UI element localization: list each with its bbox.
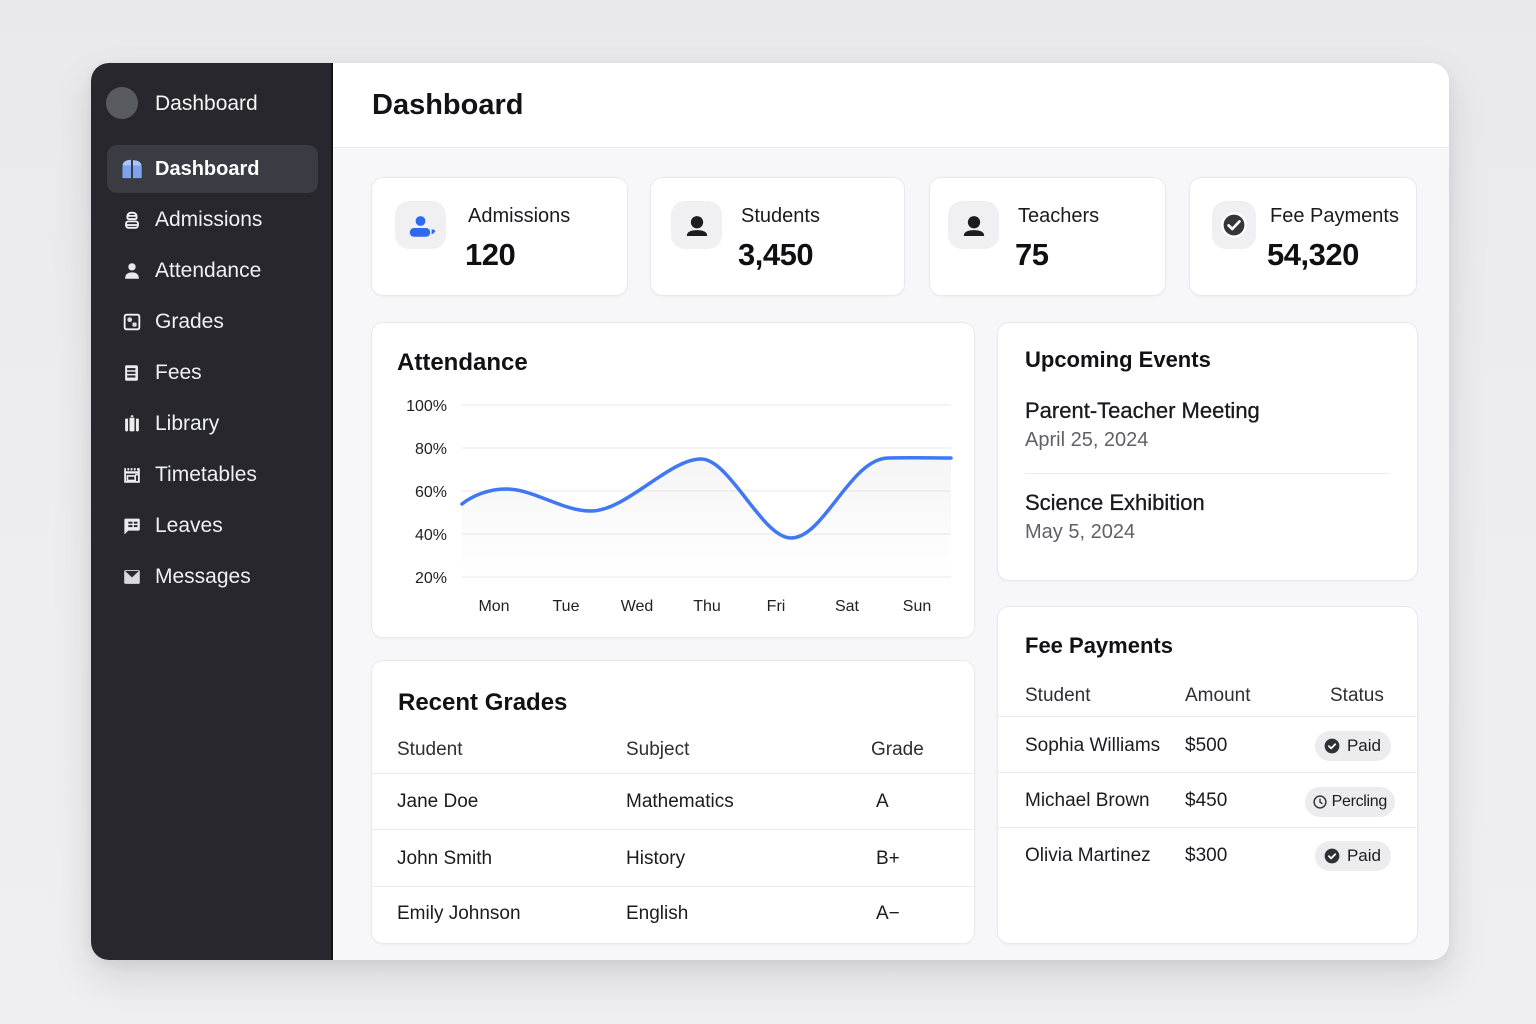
svg-text:60%: 60% [415, 484, 447, 501]
svg-text:Mon: Mon [478, 598, 509, 615]
svg-text:Fri: Fri [767, 598, 786, 615]
svg-text:Sun: Sun [903, 598, 931, 615]
svg-text:Thu: Thu [693, 598, 721, 615]
svg-text:100%: 100% [406, 398, 447, 415]
svg-text:80%: 80% [415, 441, 447, 458]
svg-text:40%: 40% [415, 527, 447, 544]
svg-text:Tue: Tue [553, 598, 580, 615]
svg-text:Wed: Wed [621, 598, 654, 615]
svg-text:Sat: Sat [835, 598, 860, 615]
svg-text:20%: 20% [415, 570, 447, 587]
